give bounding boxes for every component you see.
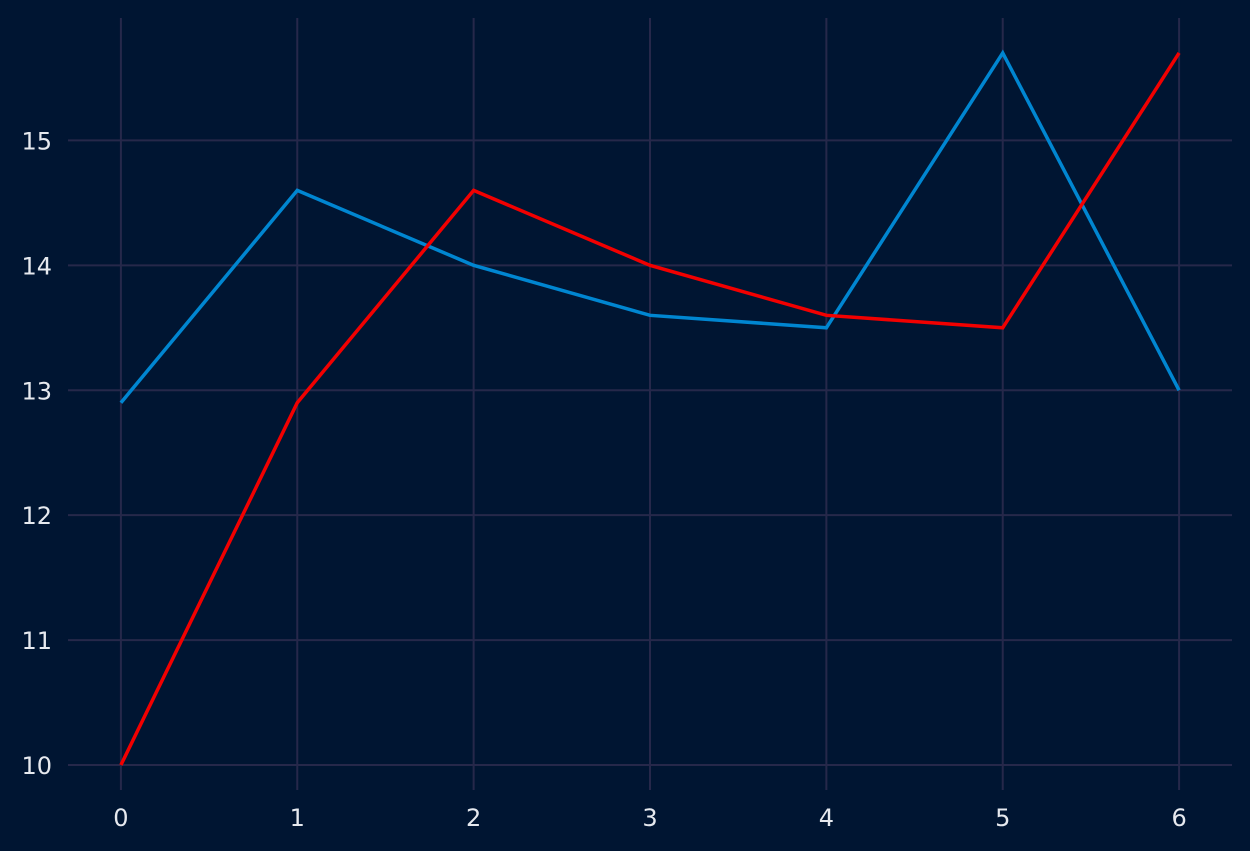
x-axis-ticks: 0 1 2 3 4 5 6	[113, 804, 1186, 832]
y-tick-label: 10	[21, 752, 52, 780]
x-tick-label: 2	[466, 804, 481, 832]
series-line-2	[119, 52, 1181, 766]
y-tick-label: 14	[21, 252, 52, 280]
y-tick-label: 13	[21, 377, 52, 405]
y-tick-label: 12	[21, 502, 52, 530]
grid	[68, 18, 1232, 790]
x-tick-label: 6	[1171, 804, 1186, 832]
series-line-1	[119, 49, 1181, 404]
x-tick-label: 0	[113, 804, 128, 832]
series-group	[119, 49, 1181, 766]
x-tick-label: 3	[642, 804, 657, 832]
x-tick-label: 1	[290, 804, 305, 832]
y-tick-label: 15	[21, 127, 52, 155]
y-axis-ticks: 10 11 12 13 14 15	[21, 127, 52, 780]
x-tick-label: 5	[995, 804, 1010, 832]
x-tick-label: 4	[819, 804, 834, 832]
y-tick-label: 11	[21, 627, 52, 655]
